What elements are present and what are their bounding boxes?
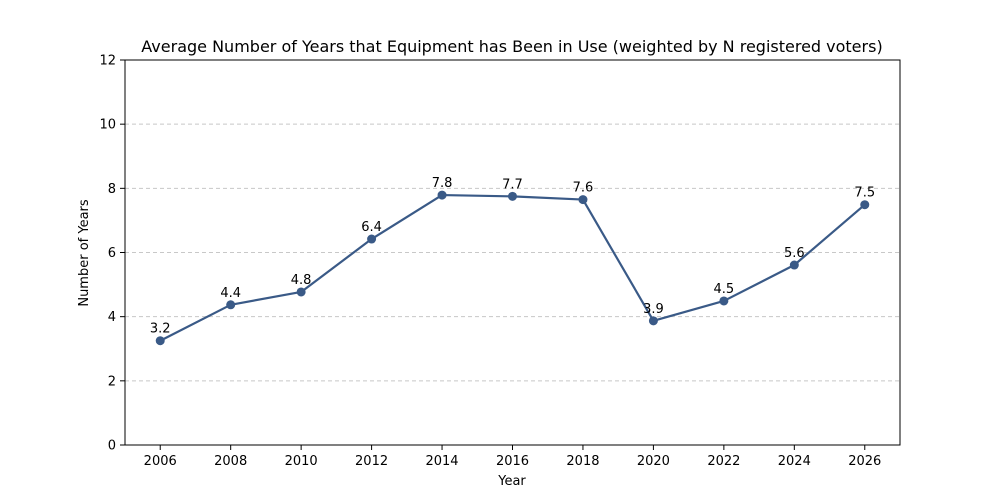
x-tick-label: 2008	[214, 454, 247, 469]
series-line-group	[155, 190, 870, 346]
x-tick-label: 2020	[637, 454, 670, 469]
data-label: 3.2	[150, 322, 171, 337]
data-label: 7.5	[854, 186, 875, 201]
series-line	[159, 193, 866, 342]
gridlines	[125, 123, 900, 382]
axis-ticks: 0 2 4 6 8 10 12 2006 2008 2010 2012 2014 2016 2018 202…	[99, 54, 881, 470]
x-tick-label: 2012	[355, 454, 388, 469]
data-point	[155, 336, 165, 346]
x-tick-label: 2010	[285, 454, 318, 469]
x-tick-label: 2018	[566, 454, 599, 469]
data-point	[860, 200, 870, 210]
x-tick-label: 2014	[425, 454, 458, 469]
y-tick-label: 6	[108, 246, 116, 261]
data-label: 7.7	[502, 177, 523, 192]
data-label: 4.8	[291, 273, 312, 288]
y-tick-label: 4	[108, 310, 116, 325]
data-point	[789, 260, 799, 270]
chart-title: Average Number of Years that Equipment h…	[141, 37, 882, 56]
x-axis-label: Year	[497, 474, 526, 489]
data-label: 6.4	[361, 220, 382, 235]
y-tick-label: 2	[108, 374, 116, 389]
data-point	[578, 195, 588, 205]
data-point	[719, 296, 729, 306]
y-tick-label: 12	[99, 54, 116, 69]
data-point	[367, 234, 377, 244]
data-point	[296, 287, 306, 297]
x-tick-label: 2026	[848, 454, 881, 469]
data-label: 4.5	[714, 282, 735, 297]
y-tick-label: 10	[99, 118, 116, 133]
data-label: 3.9	[643, 302, 664, 317]
x-tick-label: 2022	[707, 454, 740, 469]
y-tick-label: 0	[108, 439, 116, 454]
data-label: 4.4	[220, 286, 241, 301]
data-label: 5.6	[784, 246, 805, 261]
x-tick-label: 2016	[496, 454, 529, 469]
data-point	[226, 300, 236, 310]
data-labels: 3.2 4.4 4.8 6.4 7.8 7.7 7.6 3.9 4.5 5.6 7.5	[150, 176, 875, 337]
plot-frame	[124, 59, 901, 446]
x-tick-label: 2006	[144, 454, 177, 469]
y-tick-label: 8	[108, 182, 116, 197]
data-label: 7.8	[432, 176, 453, 191]
x-tick-label: 2024	[778, 454, 811, 469]
data-label: 7.6	[573, 181, 594, 196]
data-point	[437, 190, 447, 200]
y-axis-label: Number of Years	[77, 199, 92, 307]
data-point	[648, 316, 658, 326]
data-point	[508, 191, 517, 201]
